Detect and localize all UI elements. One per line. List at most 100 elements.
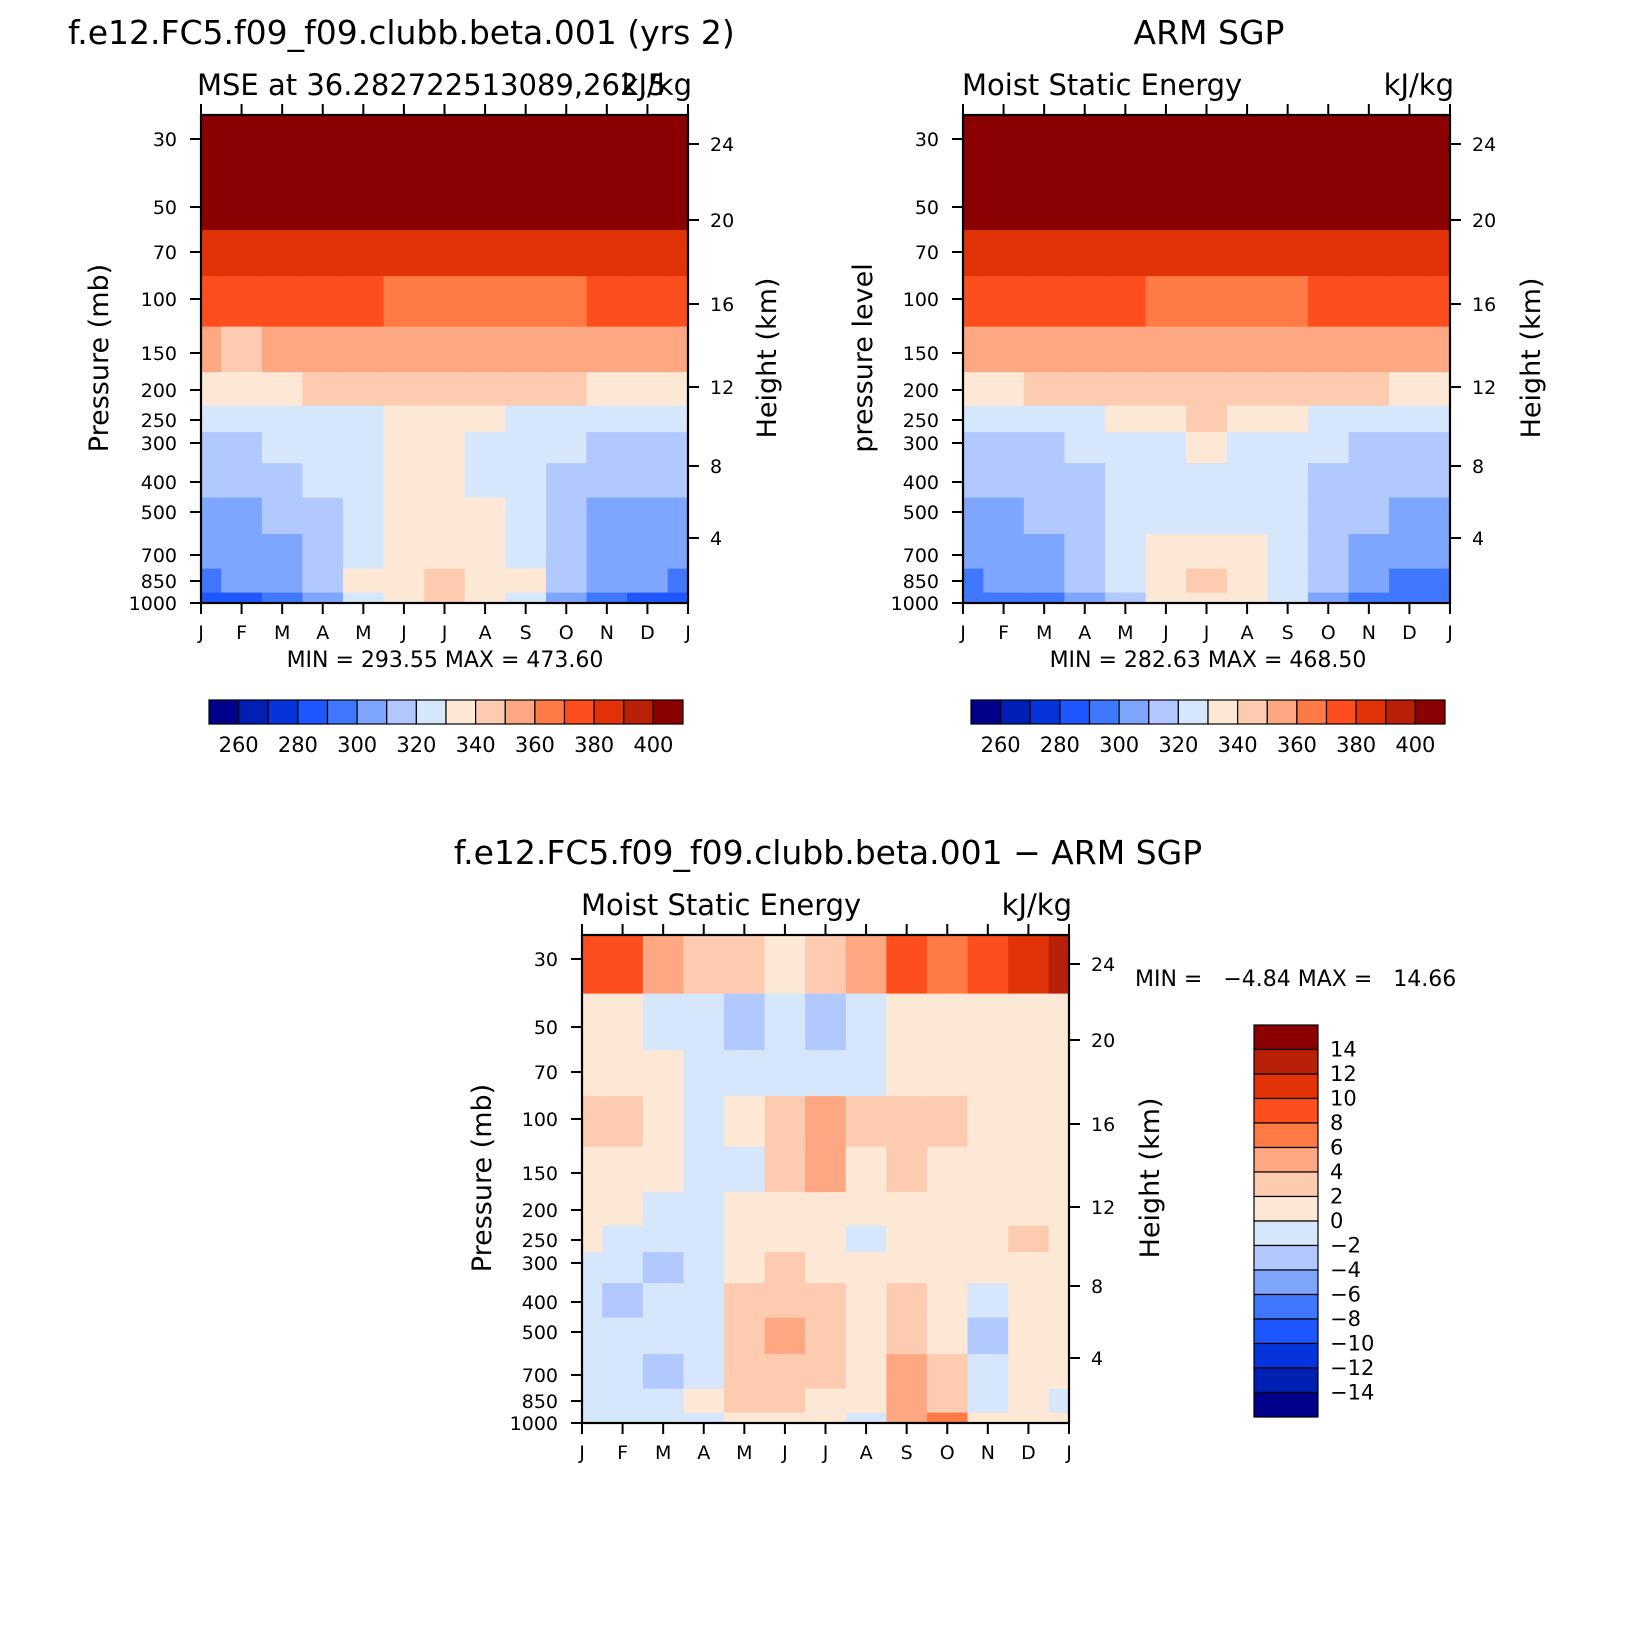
heatmap-cell (201, 533, 222, 569)
heatmap-cell (261, 431, 304, 464)
x-tick-label: J (1446, 622, 1453, 644)
heatmap-cell (1429, 326, 1451, 373)
x-tick-label: M (1117, 622, 1133, 644)
y-tick-label: 1000 (129, 593, 177, 615)
heatmap-cell (424, 431, 466, 464)
heatmap-cell (464, 568, 506, 593)
heatmap-cell (1023, 533, 1066, 569)
heatmap-cell (602, 1388, 644, 1413)
colorbar-box (1253, 1048, 1319, 1075)
colorbar-label: 12 (1330, 1062, 1357, 1086)
heatmap-cell (1064, 229, 1106, 277)
colorbar-label: 260 (981, 733, 1021, 757)
colorbar-label: 4 (1330, 1160, 1343, 1184)
heatmap-cell (602, 1412, 644, 1424)
heatmap-cell (1429, 173, 1451, 231)
heatmap-cell (1105, 326, 1147, 373)
heatmap-cell (424, 371, 466, 406)
heatmap-cell (667, 173, 689, 231)
heatmap-cell (464, 533, 506, 569)
heatmap-cell (1267, 405, 1309, 433)
heatmap-cell (1307, 533, 1350, 569)
heatmap-cell (1267, 592, 1309, 604)
colorbar-box (970, 699, 1002, 725)
y-tick-right-label: 24 (1091, 954, 1115, 976)
heatmap-cell (586, 497, 628, 535)
colorbar-box (1088, 699, 1120, 725)
heatmap-cell (1429, 568, 1451, 593)
heatmap-cell (983, 568, 1025, 593)
colorbar-box (475, 699, 506, 725)
colorbar-box (238, 699, 269, 725)
y-tick-right-label: 24 (710, 134, 734, 156)
heatmap-cell (1186, 115, 1228, 174)
heatmap-cell (602, 935, 644, 994)
heatmap-cell (926, 993, 969, 1051)
heatmap-cell (221, 115, 263, 174)
heatmap-cell (1145, 431, 1187, 464)
heatmap-cell (1186, 431, 1228, 464)
heatmap-cell (1008, 935, 1050, 994)
heatmap-cell (1186, 275, 1228, 327)
heatmap-cell (201, 173, 222, 231)
heatmap-cell (724, 1353, 766, 1389)
heatmap-cell (1064, 497, 1106, 535)
colorbar-box (1414, 699, 1446, 725)
heatmap-cell (805, 1353, 847, 1389)
heatmap-cell (805, 1095, 847, 1147)
y-tick-label: 100 (522, 1109, 558, 1131)
heatmap-cell (505, 431, 547, 464)
heatmap-cell (302, 462, 344, 498)
y-tick-label: 850 (141, 571, 177, 593)
heatmap-cell (1307, 592, 1350, 604)
x-tick-label: M (1036, 622, 1052, 644)
heatmap-cell (627, 173, 669, 231)
heatmap-cell (967, 1225, 1009, 1253)
heatmap-cell (683, 1317, 725, 1355)
heatmap-cell (221, 371, 263, 406)
heatmap-cell (1008, 1282, 1050, 1318)
heatmap-cell (302, 371, 344, 406)
heatmap-cell (667, 497, 689, 535)
heatmap-cell (724, 1049, 766, 1097)
heatmap-cell (201, 115, 222, 174)
panel-obs-ylabel: pressure level (848, 263, 879, 452)
heatmap-cell (845, 1251, 887, 1284)
heatmap-cell (642, 1095, 685, 1147)
panel-model-colorbar: 260 280 300 320 340 360 380 400 (208, 699, 684, 757)
heatmap-cell (1023, 326, 1066, 373)
y-tick-right-label: 16 (710, 294, 734, 316)
colorbar-box (534, 699, 566, 725)
heatmap-cell (582, 1146, 603, 1193)
x-tick-label: J (1162, 622, 1169, 644)
x-tick-label: F (236, 622, 247, 644)
heatmap-cell (963, 326, 984, 373)
heatmap-cell (805, 1191, 847, 1226)
heatmap-cell (627, 568, 669, 593)
heatmap-cell (1186, 497, 1228, 535)
heatmap-cell (1389, 592, 1431, 604)
heatmap-cell (926, 1049, 969, 1097)
heatmap-cell (1145, 229, 1187, 277)
heatmap-cell (1023, 592, 1066, 604)
heatmap-cell (1389, 497, 1431, 535)
heatmap-cell (1429, 115, 1451, 174)
heatmap-cell (1064, 115, 1106, 174)
heatmap-cell (963, 371, 984, 406)
colorbar-box (1253, 1195, 1319, 1222)
heatmap-cell (926, 1146, 969, 1193)
heatmap-cell (963, 405, 984, 433)
x-tick-label: S (1282, 622, 1294, 644)
heatmap-cell (1348, 405, 1390, 433)
colorbar-box (1253, 1367, 1319, 1394)
colorbar-label: −6 (1330, 1283, 1361, 1307)
heatmap-cell (424, 275, 466, 327)
colorbar-label: 380 (1336, 733, 1376, 757)
colorbar-label: −14 (1330, 1381, 1374, 1405)
heatmap-cell (582, 1251, 603, 1284)
x-tick-label: O (559, 622, 574, 644)
colorbar-box (356, 699, 388, 725)
colorbar-label: 380 (574, 733, 614, 757)
